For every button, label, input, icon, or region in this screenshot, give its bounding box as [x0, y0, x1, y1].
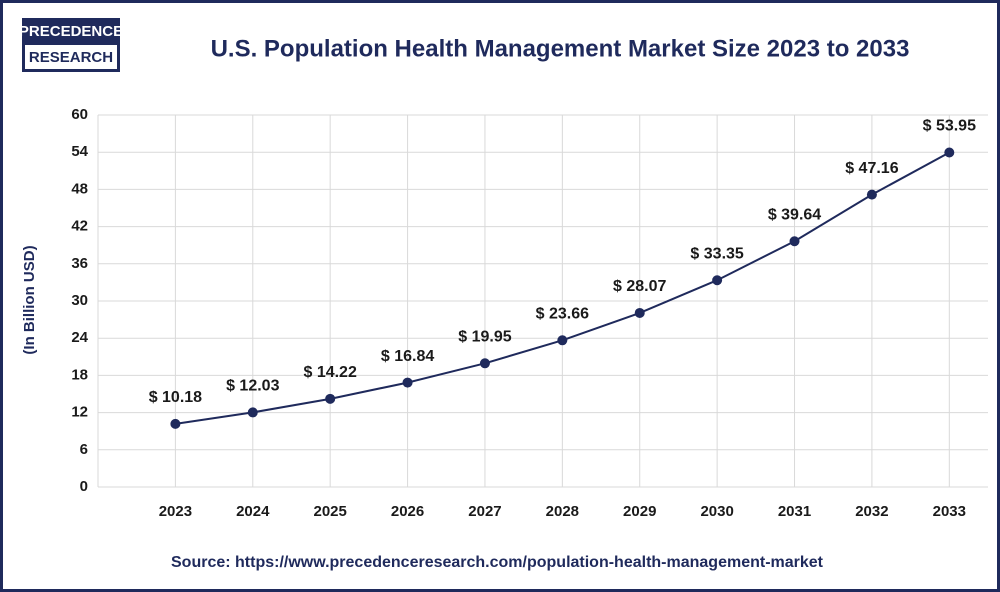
point — [712, 275, 723, 286]
data-label: $ 14.22 — [303, 364, 356, 381]
x-tick-label: 2023 — [159, 503, 192, 520]
point — [634, 307, 645, 318]
point — [944, 147, 955, 158]
data-label: $ 53.95 — [923, 118, 976, 135]
x-tick-label: 2024 — [236, 503, 270, 520]
point — [247, 407, 258, 418]
data-label: $ 23.66 — [536, 306, 589, 323]
x-tick-label: 2031 — [778, 503, 811, 520]
y-tick-label: 60 — [71, 106, 88, 123]
x-tick-label: 2029 — [623, 503, 656, 520]
y-tick-label: 48 — [71, 180, 88, 197]
data-label: $ 47.16 — [845, 160, 898, 177]
x-tick-label: 2030 — [700, 503, 733, 520]
data-label: $ 12.03 — [226, 378, 279, 395]
x-tick-label: 2025 — [313, 503, 346, 520]
data-label: $ 39.64 — [768, 206, 821, 223]
y-axis-label: (In Billion USD) — [21, 245, 38, 354]
point — [557, 335, 568, 346]
x-tick-label: 2032 — [855, 503, 888, 520]
logo-text: PRECEDENCE — [19, 23, 123, 40]
x-tick-label: 2033 — [933, 503, 966, 520]
point — [866, 189, 877, 200]
y-tick-label: 18 — [71, 366, 88, 383]
point — [402, 377, 413, 388]
point — [479, 358, 490, 369]
y-tick-label: 12 — [71, 404, 88, 421]
data-label: $ 16.84 — [381, 348, 434, 365]
x-tick-label: 2028 — [546, 503, 579, 520]
y-tick-label: 42 — [71, 218, 88, 235]
data-label: $ 28.07 — [613, 278, 666, 295]
y-tick-label: 6 — [80, 441, 88, 458]
logo-text: RESEARCH — [29, 49, 113, 66]
point — [789, 236, 800, 247]
data-label: $ 19.95 — [458, 329, 511, 346]
data-label: $ 10.18 — [149, 389, 202, 406]
logo-inner — [25, 45, 117, 69]
y-tick-label: 54 — [71, 143, 88, 160]
point — [170, 418, 181, 429]
chart-title: U.S. Population Health Management Market… — [211, 35, 910, 62]
point — [325, 393, 336, 404]
y-tick-label: 24 — [71, 329, 88, 346]
source: Source: https://www.precedenceresearch.c… — [171, 554, 824, 571]
x-tick-label: 2027 — [468, 503, 501, 520]
data-label: $ 33.35 — [690, 245, 743, 262]
y-tick-label: 0 — [80, 478, 88, 495]
x-tick-label: 2026 — [391, 503, 424, 520]
y-tick-label: 36 — [71, 255, 88, 272]
y-tick-label: 30 — [71, 292, 88, 309]
